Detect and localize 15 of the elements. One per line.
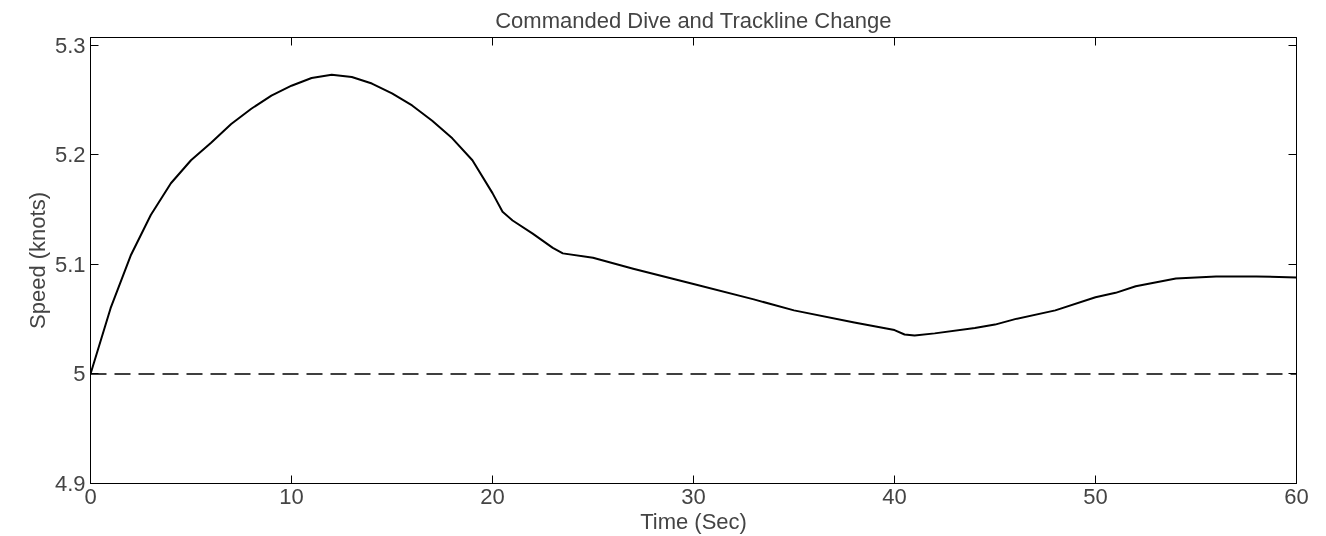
x-tick-label: 10 (279, 483, 304, 509)
y-tick-label: 4.9 (54, 471, 86, 496)
y-tick-label: 5.2 (54, 142, 86, 168)
chart-title: Commanded Dive and Trackline Change (495, 7, 892, 33)
y-axis-title: Speed (knots) (24, 192, 50, 329)
x-tick-label: 20 (480, 483, 505, 509)
x-axis-title: Time (Sec) (640, 508, 747, 534)
x-tick-label: 0 (84, 483, 97, 509)
y-tick-label: 5.1 (54, 251, 86, 277)
y-tick-label: 5 (73, 361, 86, 387)
x-tick-label: 40 (882, 483, 907, 509)
x-tick-label: 30 (681, 483, 706, 509)
x-tick-label: 60 (1284, 483, 1309, 509)
y-tick-label: 5.3 (54, 32, 86, 58)
x-tick-label: 50 (1083, 483, 1108, 509)
